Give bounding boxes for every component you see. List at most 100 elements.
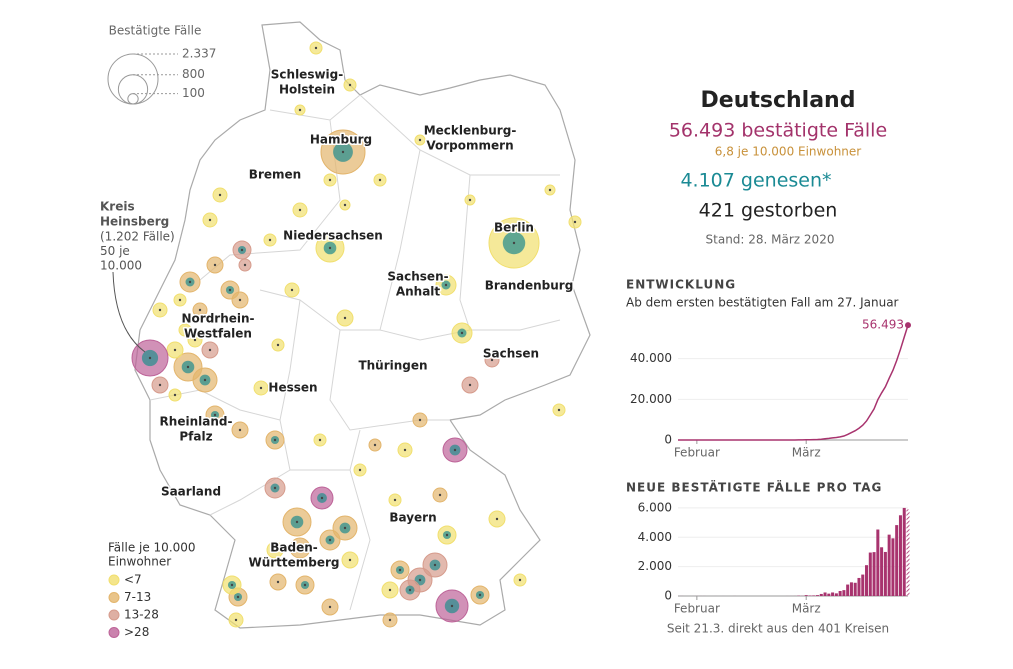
map-dot xyxy=(478,593,482,597)
state-label: Hessen xyxy=(268,381,317,395)
x-tick-label: März xyxy=(792,446,821,460)
color-legend-title: Einwohner xyxy=(108,555,171,569)
bar xyxy=(842,590,846,596)
color-legend-swatch xyxy=(108,592,120,603)
map-dot xyxy=(343,316,347,320)
size-legend-circle xyxy=(127,93,139,105)
map-dot xyxy=(358,468,362,472)
bar xyxy=(827,593,831,596)
bar xyxy=(831,592,835,596)
summary-per-capita: 6,8 je 10.000 Einwohner xyxy=(715,145,862,159)
chart-title: NEUE BESTÄTIGTE FÄLLE PRO TAG xyxy=(626,480,882,495)
map-dot xyxy=(348,558,352,562)
x-tick-label: März xyxy=(792,602,821,616)
bar xyxy=(808,595,812,596)
map-dot xyxy=(213,413,217,417)
bar xyxy=(872,552,876,596)
map-dot xyxy=(186,365,190,369)
map-dot xyxy=(298,546,302,550)
y-tick-label: 20.000 xyxy=(630,392,672,406)
map-dot xyxy=(468,198,472,202)
y-tick-label: 0 xyxy=(664,433,672,447)
bar xyxy=(861,574,865,596)
color-legend-swatch xyxy=(108,627,120,638)
chart-title: ENTWICKLUNG xyxy=(626,278,736,292)
map-dot xyxy=(173,348,177,352)
summary-date: Stand: 28. März 2020 xyxy=(706,233,835,247)
map-dot xyxy=(328,246,332,250)
map-dot xyxy=(295,520,299,524)
state-label: Schleswig- xyxy=(271,68,343,82)
bar xyxy=(819,593,823,596)
state-label: Niedersachsen xyxy=(283,229,383,243)
map-dot xyxy=(438,493,442,497)
bar xyxy=(834,593,838,596)
map-dot xyxy=(398,568,402,572)
map-dot xyxy=(450,604,454,608)
state-label: Baden- xyxy=(270,541,318,555)
color-legend-label: 13-28 xyxy=(124,608,159,622)
x-tick-label: Februar xyxy=(674,602,720,616)
color-legend-label: 7-13 xyxy=(124,590,151,604)
map-dot xyxy=(444,283,448,287)
map-dot xyxy=(320,496,324,500)
state-label: Anhalt xyxy=(396,285,441,299)
bubble-layer xyxy=(131,41,582,628)
map-dot xyxy=(230,583,234,587)
bar xyxy=(865,565,869,596)
map-dot xyxy=(173,393,177,397)
map-dot xyxy=(468,383,472,387)
map-dot xyxy=(453,448,457,452)
map-dot xyxy=(240,248,244,252)
size-legend-title: Bestätigte Fälle xyxy=(109,24,202,38)
bar xyxy=(846,584,850,596)
bar xyxy=(895,525,899,596)
size-legend-label: 100 xyxy=(182,86,205,100)
annotation-text: 50 je xyxy=(100,244,130,258)
bar xyxy=(823,592,827,596)
bar xyxy=(857,577,861,596)
bar xyxy=(838,591,842,596)
map-dot xyxy=(548,188,552,192)
germany-outline xyxy=(134,21,591,629)
map-dot xyxy=(445,533,449,537)
summary-deaths: 421 gestorben xyxy=(699,200,838,222)
bar xyxy=(812,595,816,596)
y-tick-label: 4.000 xyxy=(638,530,672,544)
bar xyxy=(906,509,910,596)
size-legend-label: 2.337 xyxy=(182,47,216,61)
summary-title: Deutschland xyxy=(701,88,856,113)
line xyxy=(677,324,909,441)
size-legend-circle xyxy=(107,53,159,105)
map-dot xyxy=(218,193,222,197)
map-dot xyxy=(318,438,322,442)
map-dot xyxy=(208,218,212,222)
bar xyxy=(876,529,880,596)
bar xyxy=(816,595,820,596)
bar xyxy=(902,507,906,596)
map-dot xyxy=(343,203,347,207)
state-label: Nordrhein- xyxy=(181,312,254,326)
state-label: Bayern xyxy=(389,511,436,525)
state-label: Thüringen xyxy=(358,359,427,373)
map-dot xyxy=(158,383,162,387)
map-dot xyxy=(388,588,392,592)
state-label: Berlin xyxy=(494,221,534,235)
state-label: Sachsen- xyxy=(387,270,448,284)
y-tick-label: 6.000 xyxy=(638,500,672,514)
bar xyxy=(853,582,857,596)
summary-confirmed: 56.493 bestätigte Fälle xyxy=(669,120,887,142)
color-legend-label: >28 xyxy=(124,625,149,639)
size-legend-circle xyxy=(117,74,149,105)
map-dot xyxy=(259,386,263,390)
bar xyxy=(898,515,902,596)
map-dot xyxy=(460,331,464,335)
state-label: Württemberg xyxy=(248,556,339,570)
map-dot xyxy=(228,288,232,292)
annotation-title: Kreis xyxy=(100,200,135,214)
map-dot xyxy=(373,443,377,447)
annotation-leader xyxy=(112,271,146,353)
color-legend-label: <7 xyxy=(124,573,142,587)
